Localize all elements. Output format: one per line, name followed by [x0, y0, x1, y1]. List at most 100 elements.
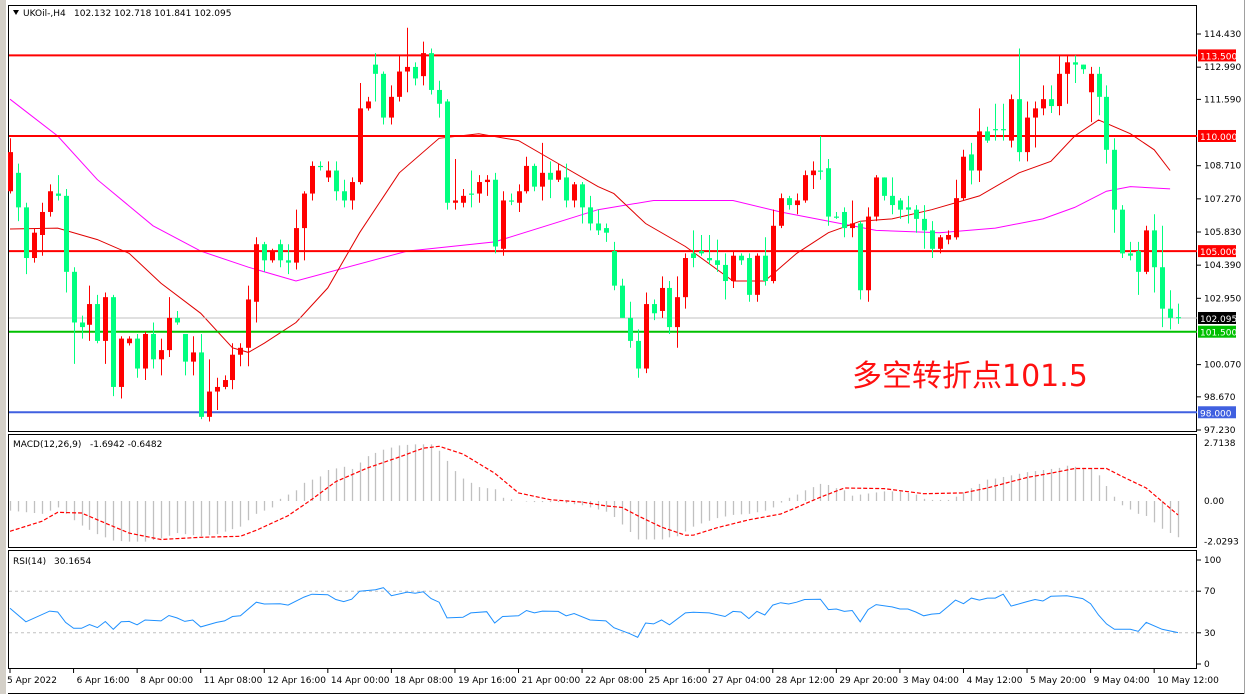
ma-fast-line	[9, 119, 1171, 353]
candle-up	[485, 179, 490, 183]
candle-down	[707, 258, 712, 261]
macd-tick-label: -2.0293	[1204, 537, 1239, 547]
macd-pane	[8, 434, 1197, 548]
time-tick-label: 5 May 20:00	[1030, 676, 1086, 686]
candle-up	[389, 96, 394, 118]
candle-up	[8, 152, 13, 192]
rsi-tick-label: 0	[1204, 660, 1210, 670]
candle-up	[731, 255, 736, 282]
candle-up	[223, 380, 228, 387]
price-tick-label: 111.590	[1204, 95, 1241, 105]
candle-down	[16, 172, 21, 208]
candle-up	[1089, 73, 1094, 93]
candle-down	[763, 255, 768, 282]
candle-up	[48, 191, 53, 212]
candle-down	[24, 207, 29, 259]
candle-up	[1041, 99, 1046, 109]
candle-down	[1128, 253, 1133, 256]
candle-up	[675, 297, 680, 328]
rsi-tick-label: 100	[1204, 556, 1221, 566]
candle-up	[127, 338, 132, 344]
level-tag-bg	[1198, 49, 1236, 62]
candle-down	[342, 191, 347, 201]
candle-down	[437, 89, 442, 104]
candle-down	[95, 304, 100, 341]
candle-up	[421, 53, 426, 77]
rsi-line	[9, 587, 1179, 638]
candle-down	[699, 251, 704, 254]
price-tick-label: 108.710	[1204, 162, 1241, 172]
candle-down	[818, 170, 823, 172]
candle-down	[922, 218, 927, 231]
candle-up	[350, 182, 355, 201]
moving-averages	[9, 98, 1171, 353]
candle-up	[501, 200, 506, 249]
triangle-down-icon[interactable]	[13, 10, 19, 15]
time-tick-label: 8 Apr 00:00	[140, 676, 193, 686]
level-tag-label: 113.500	[1200, 52, 1237, 62]
candle-up	[310, 165, 315, 194]
candle-down	[1168, 308, 1173, 318]
level-tag-bg	[1198, 406, 1236, 419]
candle-down	[469, 193, 474, 195]
time-tick-label: 19 Apr 16:00	[458, 676, 517, 686]
price-tick-label: 112.990	[1204, 63, 1241, 73]
candle-down	[858, 223, 863, 291]
candle-up	[1057, 73, 1062, 107]
candle-up	[167, 317, 172, 351]
candle-up	[207, 391, 212, 417]
candle-down	[914, 209, 919, 219]
candle-up	[946, 234, 951, 240]
candle-up	[644, 304, 649, 369]
rsi-title: RSI(14)	[13, 557, 46, 567]
candle-up	[1065, 62, 1070, 74]
candle-down	[135, 338, 140, 369]
candle-up	[938, 237, 943, 249]
macd-tick-label: 2.7138	[1204, 439, 1236, 449]
candle-down	[286, 260, 291, 263]
candle-up	[977, 131, 982, 171]
candle-down	[715, 260, 720, 265]
candle-up	[850, 223, 855, 229]
candle-down	[334, 170, 339, 192]
macd-indicator	[9, 444, 1180, 542]
candle-up	[40, 211, 45, 235]
candle-down	[787, 198, 792, 206]
current-price-tag-bg	[1198, 311, 1236, 324]
candle-down	[381, 73, 386, 118]
price-tick-label: 105.830	[1204, 228, 1241, 238]
candle-down	[723, 264, 728, 282]
candle-up	[358, 108, 363, 183]
candle-down	[993, 129, 998, 131]
price-tick-label: 114.430	[1204, 30, 1241, 40]
candle-up	[326, 170, 331, 178]
rsi-legend: RSI(14) 30.1654	[13, 557, 91, 567]
candle-down	[898, 200, 903, 210]
candle-down	[1097, 73, 1102, 97]
candle-up	[477, 182, 482, 194]
candle-up	[238, 347, 243, 355]
candle-down	[373, 64, 378, 74]
level-tag-label: 110.000	[1200, 133, 1237, 143]
candle-down	[64, 195, 69, 272]
candle-up	[1144, 230, 1149, 272]
candle-up	[302, 193, 307, 229]
price-tags: 113.500 110.000 105.000 101.500 98.000 102.09…	[1198, 49, 1237, 419]
candle-down	[278, 244, 283, 261]
time-tick-label: 21 Apr 00:00	[522, 676, 581, 686]
rsi-value: 30.1654	[54, 557, 91, 567]
price-tick-label: 98.670	[1204, 393, 1236, 403]
time-tick-label: 9 May 04:00	[1094, 676, 1150, 686]
candle-down	[80, 322, 85, 328]
candle-down	[183, 333, 188, 362]
candle-down	[548, 172, 553, 180]
candle-down	[604, 228, 609, 233]
price-tick-label: 102.950	[1204, 294, 1241, 304]
symbol-legend: UKOil-,H4	[23, 9, 66, 19]
time-tick-label: 10 May 12:00	[1157, 676, 1219, 686]
candle-down	[596, 223, 601, 231]
candle-down	[318, 165, 323, 168]
candle-down	[834, 216, 839, 218]
candle-down	[111, 297, 116, 387]
